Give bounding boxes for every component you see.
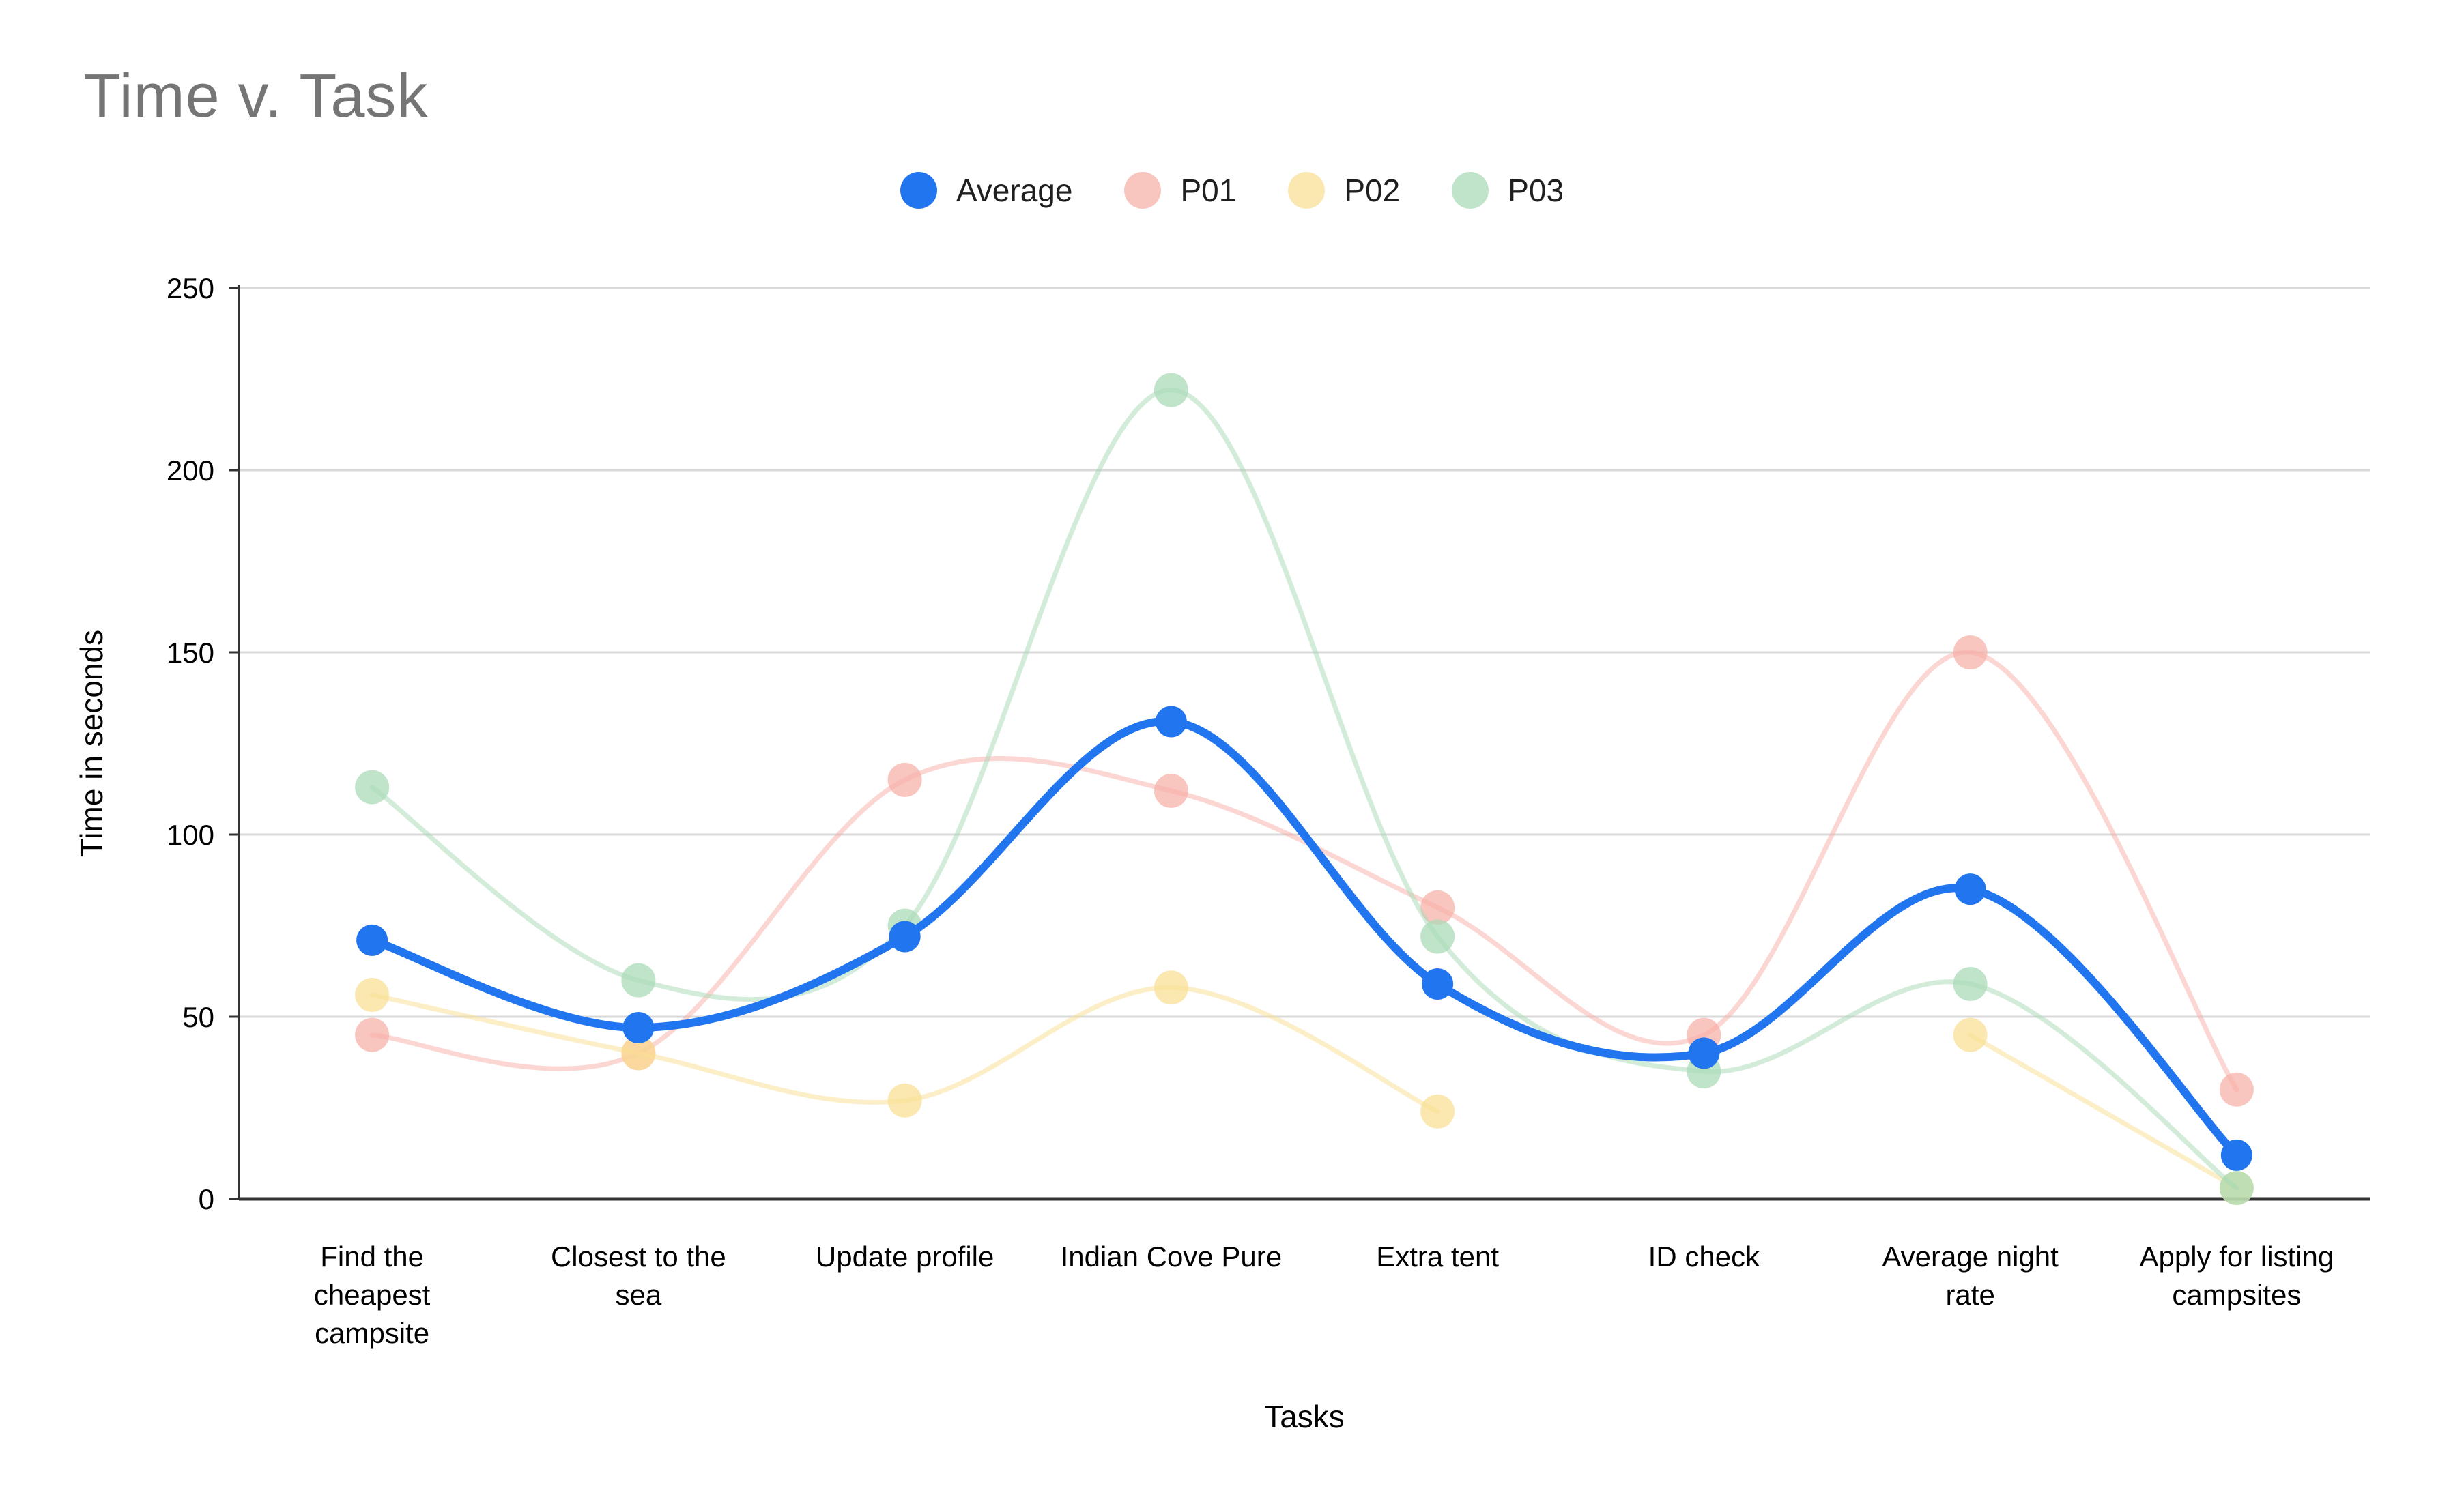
data-point-average — [1954, 873, 1986, 905]
data-point-p03 — [355, 770, 390, 805]
y-tick-label: 150 — [167, 637, 214, 669]
legend: Average P01 P02 P03 — [0, 172, 2464, 209]
x-category-label-line: Closest to the — [551, 1241, 726, 1273]
x-category-label-line: cheapest — [314, 1279, 431, 1311]
data-point-p02 — [355, 977, 390, 1012]
data-point-p03 — [621, 963, 656, 998]
x-category-label-line: rate — [1945, 1279, 1994, 1311]
y-tick-label: 250 — [167, 272, 214, 304]
series-line-p03 — [369, 388, 2239, 1191]
y-tick-label: 100 — [167, 819, 214, 851]
data-point-average — [1688, 1037, 1720, 1069]
y-tick-label: 50 — [182, 1001, 214, 1033]
y-tick-label: 0 — [199, 1183, 214, 1215]
y-axis-title: Time in seconds — [74, 630, 109, 857]
legend-item-p02: P02 — [1288, 172, 1400, 209]
x-axis-title: Tasks — [1264, 1399, 1345, 1434]
x-category-label-line: ID check — [1648, 1241, 1760, 1273]
data-point-p03 — [1953, 966, 1988, 1001]
x-category-label-line: Find the — [320, 1241, 424, 1273]
data-point-p03 — [1154, 373, 1188, 407]
x-category-label: Extra tent — [1376, 1241, 1499, 1273]
legend-item-average: Average — [900, 172, 1073, 209]
legend-label: Average — [956, 173, 1073, 208]
data-point-average — [2220, 1139, 2252, 1171]
legend-item-p01: P01 — [1124, 172, 1236, 209]
data-point-average — [622, 1012, 655, 1044]
x-category-label: ID check — [1648, 1241, 1760, 1273]
series-average — [356, 706, 2252, 1171]
x-category-label: Update profile — [816, 1241, 994, 1273]
x-category-label: Average night rate — [1882, 1241, 2059, 1311]
x-category-label-line: campsite — [315, 1317, 429, 1349]
data-point-p01 — [2219, 1072, 2254, 1107]
data-point-p02 — [887, 1083, 922, 1118]
x-category-label-line: Apply for listing — [2139, 1241, 2334, 1273]
data-point-p01 — [355, 1017, 390, 1052]
x-category-label: Closest to the sea — [551, 1241, 726, 1311]
legend-item-p03: P03 — [1452, 172, 1564, 209]
data-point-p03 — [1420, 919, 1455, 954]
x-category-label-line: campsites — [2172, 1279, 2301, 1311]
data-point-p01 — [1953, 635, 1988, 669]
data-point-p02 — [1154, 970, 1188, 1005]
legend-swatch-icon — [1124, 172, 1162, 209]
series-p03 — [355, 373, 2254, 1205]
x-category-label-line: Update profile — [816, 1241, 994, 1273]
data-point-p02 — [1953, 1017, 1988, 1052]
x-category-label: Apply for listing campsites — [2139, 1241, 2334, 1311]
data-point-p02 — [621, 1036, 656, 1071]
x-category-label: Indian Cove Pure — [1061, 1241, 1283, 1273]
legend-label: P01 — [1180, 173, 1237, 208]
x-category-label-line: Extra tent — [1376, 1241, 1499, 1273]
legend-label: P02 — [1344, 173, 1401, 208]
series-line-p02 — [1968, 1032, 2239, 1191]
legend-swatch-icon — [1452, 172, 1489, 209]
y-tick-label: 200 — [167, 454, 214, 487]
chart-title: Time v. Task — [83, 62, 429, 130]
data-point-average — [356, 924, 388, 956]
data-point-p01 — [887, 762, 922, 797]
x-category-label-line: Average night — [1882, 1241, 2059, 1273]
data-point-average — [889, 921, 921, 953]
data-point-p03 — [2219, 1170, 2254, 1205]
series-p02 — [355, 970, 2254, 1205]
data-point-p02 — [1420, 1094, 1455, 1129]
legend-swatch-icon — [1288, 172, 1326, 209]
series-line-average — [368, 717, 2241, 1159]
data-point-p01 — [1420, 890, 1455, 925]
legend-swatch-icon — [900, 172, 937, 209]
data-point-average — [1422, 968, 1454, 1000]
x-category-label-line: Indian Cove Pure — [1061, 1241, 1283, 1273]
data-point-p01 — [1154, 773, 1188, 808]
data-point-average — [1155, 706, 1187, 738]
legend-label: P03 — [1508, 173, 1564, 208]
x-category-label: Find the cheapest campsite — [314, 1241, 431, 1349]
x-category-label-line: sea — [616, 1279, 662, 1311]
